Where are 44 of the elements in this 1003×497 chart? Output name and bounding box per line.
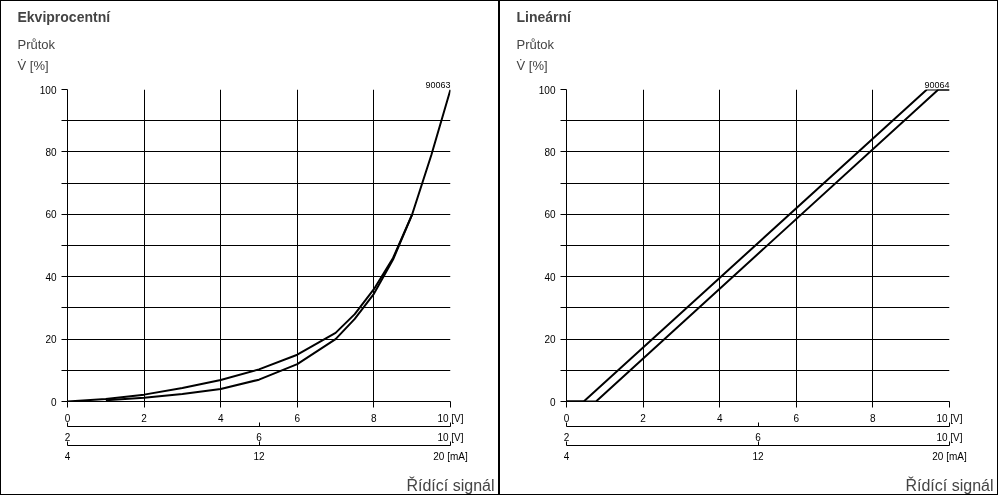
annotation: 90063 <box>425 79 451 90</box>
text: 4 <box>563 450 570 462</box>
x-tick-label: 2 <box>141 412 148 424</box>
text: 12 <box>752 450 764 462</box>
text: 20 [mA] <box>433 450 468 462</box>
text: 20 [mA] <box>932 450 967 462</box>
x-tick-label: 0 <box>563 412 570 424</box>
x-tick-label: 4 <box>217 412 224 424</box>
chart-title: Ekviprocentní <box>17 8 112 25</box>
y-tick-label: 60 <box>544 209 556 221</box>
x2-tick-label: 10 [V] <box>437 431 464 443</box>
x-tick-label: 4 <box>716 412 723 424</box>
x2-tick-label: 10 [V] <box>936 431 963 443</box>
y-tick-label: 0 <box>50 396 57 408</box>
x-tick-label: 10 [V] <box>437 412 464 424</box>
y-tick-label: 40 <box>45 271 57 283</box>
x-tick-label: 8 <box>870 412 877 424</box>
x-axis-title: Řídící signál <box>406 475 495 494</box>
y-tick-label: 20 <box>45 334 57 346</box>
y-tick-label: 0 <box>549 396 556 408</box>
annotation: 90064 <box>924 79 950 90</box>
text: 4 <box>64 450 71 462</box>
x-axis-title: Řídící signál <box>905 475 994 494</box>
y-tick-label: 80 <box>45 146 57 158</box>
x-tick-label: 2 <box>640 412 647 424</box>
x2-tick-label: 6 <box>755 431 762 443</box>
y-tick-label: 100 <box>538 84 556 96</box>
chart-title: Lineární <box>516 8 573 25</box>
x-tick-label: 0 <box>64 412 71 424</box>
x2-tick-label: 6 <box>256 431 263 443</box>
x-tick-label: 10 [V] <box>936 412 963 424</box>
x-tick-label: 6 <box>294 412 301 424</box>
x2-tick-label: 2 <box>563 431 570 443</box>
y-axis-title: Průtok V̇ [%] <box>516 36 555 73</box>
x2-tick-label: 2 <box>64 431 71 443</box>
y-tick-label: 60 <box>45 209 57 221</box>
x-tick-label: 8 <box>371 412 378 424</box>
y-tick-label: 80 <box>544 146 556 158</box>
text: 12 <box>253 450 265 462</box>
y-axis-title: Průtok V̇ [%] <box>17 36 56 73</box>
y-tick-label: 20 <box>544 334 556 346</box>
y-tick-label: 40 <box>544 271 556 283</box>
x-tick-label: 6 <box>793 412 800 424</box>
y-tick-label: 100 <box>39 84 57 96</box>
